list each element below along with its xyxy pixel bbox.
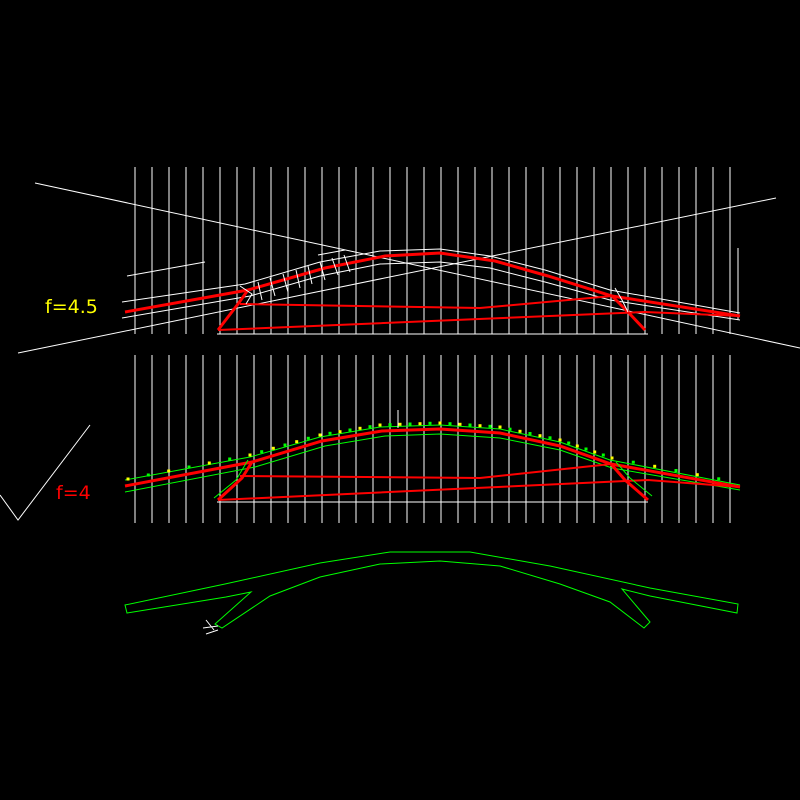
left-leg-mid bbox=[216, 461, 254, 502]
node-marker bbox=[271, 446, 275, 450]
node-marker bbox=[295, 440, 299, 444]
node-marker bbox=[358, 426, 362, 430]
node-marker bbox=[398, 422, 402, 426]
node-marker bbox=[187, 465, 191, 469]
node-marker bbox=[348, 428, 352, 432]
tie-beam-mid bbox=[217, 478, 741, 501]
arch-outline-mid-outer bbox=[124, 424, 741, 486]
arch-bridge-elevation-middle bbox=[124, 410, 741, 503]
tie-beam-top bbox=[217, 310, 741, 331]
node-marker bbox=[653, 464, 657, 468]
node-marker bbox=[601, 453, 605, 457]
node-marker bbox=[458, 422, 462, 426]
node-marker bbox=[717, 477, 721, 481]
node-marker bbox=[248, 453, 252, 457]
arch-rib-mid bbox=[124, 427, 741, 489]
left-leg-mid-outline bbox=[213, 459, 249, 499]
node-marker bbox=[508, 427, 512, 431]
node-marker bbox=[318, 433, 322, 437]
right-knee-top bbox=[614, 287, 629, 313]
node-marker bbox=[593, 450, 597, 454]
node-marker bbox=[126, 477, 130, 481]
node-marker bbox=[418, 422, 422, 426]
node-marker bbox=[631, 460, 635, 464]
node-marker bbox=[260, 450, 264, 454]
tie-beam-top-2 bbox=[239, 295, 613, 310]
node-marker bbox=[408, 422, 412, 426]
node-marker bbox=[538, 434, 542, 438]
node-marker bbox=[283, 443, 287, 447]
node-marker bbox=[468, 423, 472, 427]
node-marker bbox=[306, 436, 310, 440]
node-marker bbox=[674, 469, 678, 472]
node-marker bbox=[146, 473, 150, 477]
node-marker bbox=[368, 425, 372, 429]
node-marker bbox=[567, 441, 571, 445]
arch-outline-top-outer bbox=[121, 248, 741, 314]
annotation-markers-middle bbox=[126, 421, 721, 481]
arch-rib-top bbox=[124, 251, 741, 318]
rise-label-top: f=4.5 bbox=[45, 296, 98, 318]
node-marker bbox=[695, 473, 699, 477]
vertical-gridlines-top bbox=[134, 167, 731, 334]
bottom-outline-path bbox=[124, 551, 739, 629]
node-marker bbox=[328, 431, 332, 435]
construction-lines-top bbox=[17, 182, 800, 354]
node-marker bbox=[528, 432, 532, 435]
node-marker bbox=[428, 421, 432, 425]
node-marker bbox=[438, 421, 442, 425]
vertical-gridlines-middle bbox=[134, 355, 731, 523]
node-marker bbox=[167, 469, 171, 473]
node-marker bbox=[518, 429, 522, 433]
left-knee-top bbox=[239, 285, 253, 305]
support-symbol bbox=[202, 619, 219, 635]
arch-bridge-outline-bottom bbox=[124, 551, 739, 629]
node-marker bbox=[338, 430, 342, 434]
right-leg-mid bbox=[609, 463, 649, 502]
arch-bridge-elevation-top bbox=[121, 248, 741, 332]
rise-label-middle: f=4 bbox=[56, 482, 91, 504]
node-marker bbox=[207, 461, 211, 465]
annotation-ticks-top bbox=[257, 249, 351, 301]
tie-beam-mid-2 bbox=[239, 463, 612, 480]
node-marker bbox=[228, 457, 232, 461]
node-marker bbox=[488, 424, 492, 428]
left-leg-top bbox=[216, 289, 250, 331]
checkmark-symbol bbox=[0, 424, 91, 521]
right-leg-mid-outline bbox=[615, 461, 653, 497]
node-marker bbox=[448, 422, 452, 426]
node-marker bbox=[388, 423, 392, 427]
node-marker bbox=[548, 436, 552, 440]
node-marker bbox=[498, 425, 502, 429]
node-marker bbox=[584, 447, 588, 451]
node-marker bbox=[558, 438, 562, 442]
node-marker bbox=[478, 424, 482, 428]
node-marker bbox=[378, 423, 382, 427]
node-marker bbox=[575, 444, 579, 448]
arch-outline-mid-inner bbox=[124, 433, 741, 493]
node-marker bbox=[610, 456, 614, 460]
